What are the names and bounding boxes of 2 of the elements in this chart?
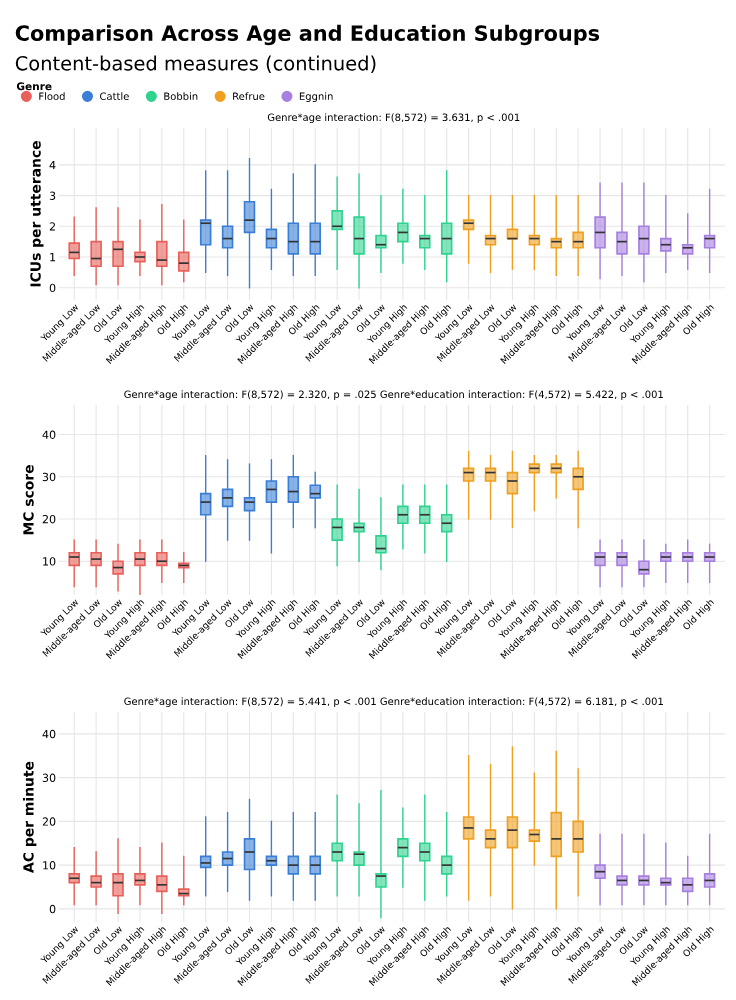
chart-title: Comparison Across Age and Education Subgroups [15,24,600,46]
chart-subtitle: Content-based measures (continued) [15,55,376,73]
